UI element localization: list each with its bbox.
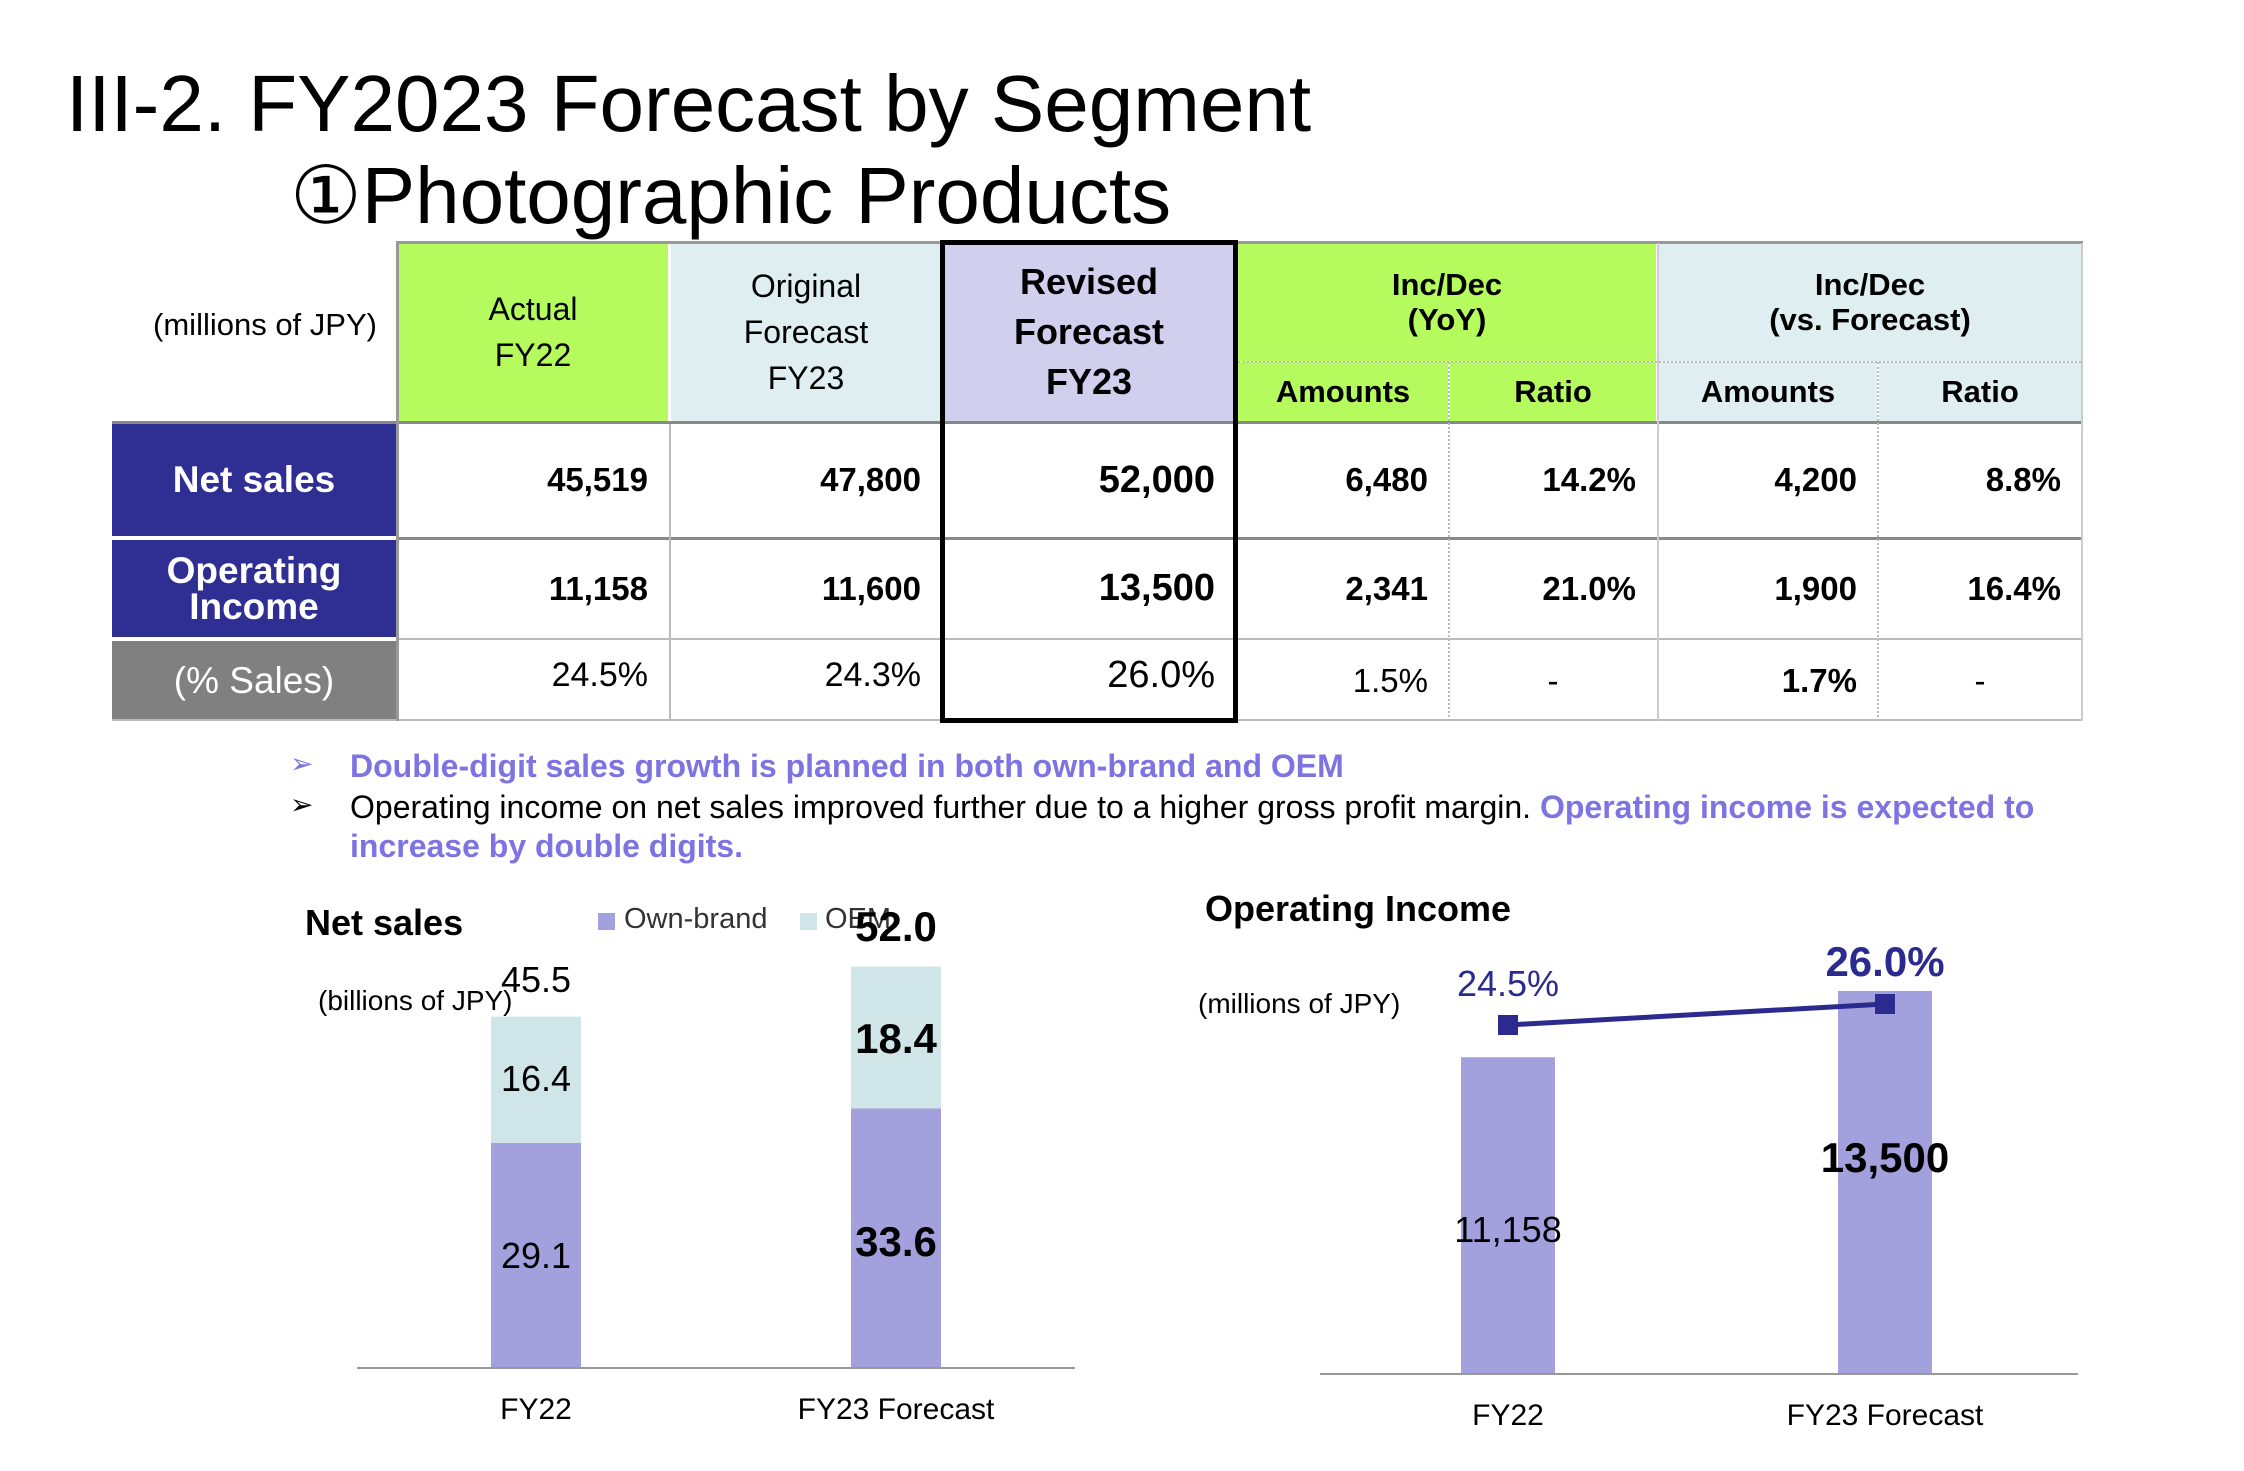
header-revised: Revised Forecast FY23 bbox=[943, 243, 1235, 421]
row-label-pct-sales: (% Sales) bbox=[112, 641, 396, 720]
cell-op-yoy-ratio: 21.0% bbox=[1542, 569, 1636, 607]
x-tick-net-sales-1: FY23 Forecast bbox=[797, 1393, 995, 1426]
cell-net-actual: 45,519 bbox=[547, 461, 648, 498]
cell-pct-revised: 26.0% bbox=[1107, 653, 1215, 696]
bar-operating-income-1 bbox=[1838, 990, 1932, 1373]
page-subtitle: ①Photographic Products bbox=[290, 151, 1172, 240]
bullet-2-line-1: Operating income on net sales improved f… bbox=[350, 787, 2034, 827]
header-yoy: Inc/Dec (YoY) bbox=[1238, 243, 1656, 361]
header-vs-forecast: Inc/Dec (vs. Forecast) bbox=[1659, 243, 2081, 361]
legend-oem-label: OEM bbox=[825, 903, 892, 935]
header-sub-border bbox=[1238, 361, 2081, 363]
net-sales-chart-unit: (billions of JPY) bbox=[318, 985, 513, 1016]
table-right-border bbox=[2081, 243, 2083, 721]
label-own-brand-0: 29.1 bbox=[500, 1234, 572, 1276]
table-vline-fc bbox=[1877, 362, 1879, 721]
cell-net-original: 47,800 bbox=[820, 461, 921, 498]
cell-pct-yoy-amount: 1.5% bbox=[1352, 661, 1428, 699]
x-tick-net-sales-0: FY22 bbox=[500, 1393, 572, 1426]
header-revised-line1: Revised bbox=[1019, 261, 1159, 302]
label-oem-1: 18.4 bbox=[855, 1015, 937, 1063]
bullet-2-plain: Operating income on net sales improved f… bbox=[350, 789, 1540, 825]
table-row1-border bbox=[396, 537, 2083, 540]
header-actual: Actual FY22 bbox=[398, 243, 668, 421]
legend-oem-swatch bbox=[800, 913, 817, 930]
legend-own-brand-label: Own-brand bbox=[624, 903, 768, 935]
bullet-2-line-2: increase by double digits. bbox=[350, 828, 743, 864]
header-fc-amounts: Amounts bbox=[1659, 362, 1877, 421]
pct-sales-label-1: 26.0% bbox=[1825, 938, 1945, 985]
revised-highlight-box bbox=[940, 240, 1238, 723]
label-oem-0: 16.4 bbox=[500, 1057, 572, 1099]
table-vline-yoy bbox=[1448, 362, 1450, 721]
cell-pct-fc-ratio: - bbox=[1974, 661, 1986, 699]
header-yoy-ratio: Ratio bbox=[1450, 362, 1656, 421]
pct-sales-line bbox=[1507, 1001, 1886, 1028]
cell-net-revised: 52,000 bbox=[1098, 458, 1215, 501]
cell-op-original: 11,600 bbox=[821, 569, 921, 607]
cell-op-actual: 11,158 bbox=[548, 569, 648, 607]
cell-op-revised: 13,500 bbox=[1098, 567, 1215, 609]
label-total-1: 52.0 bbox=[855, 902, 937, 950]
net-sales-chart-title: Net sales bbox=[305, 902, 464, 943]
pct-sales-marker-1 bbox=[1875, 994, 1895, 1014]
header-fc-ratio: Ratio bbox=[1879, 362, 2081, 421]
label-own-brand-1: 33.6 bbox=[855, 1217, 937, 1265]
x-tick-operating-income-0: FY22 bbox=[1472, 1399, 1544, 1432]
row-label-operating-line2: Income bbox=[189, 585, 319, 627]
table-top-border bbox=[396, 241, 2083, 244]
unit-label: (millions of JPY) bbox=[153, 307, 377, 342]
table-vline-1 bbox=[396, 243, 399, 721]
cell-op-fc-ratio: 16.4% bbox=[1967, 569, 2061, 607]
header-original-line1: Original bbox=[750, 268, 862, 304]
legend-own-brand-swatch bbox=[598, 913, 615, 930]
bullet-2-highlight-1: Operating income is expected to bbox=[1539, 789, 2035, 825]
table-vline-4 bbox=[1657, 243, 1659, 721]
header-yoy-line1: Inc/Dec bbox=[1391, 267, 1503, 302]
row-label-net-sales: Net sales bbox=[112, 424, 396, 536]
label-operating-income-1: 13,500 bbox=[1820, 1133, 1950, 1181]
cell-net-fc-ratio: 8.8% bbox=[1985, 461, 2061, 498]
cell-net-fc-amount: 4,200 bbox=[1774, 461, 1857, 498]
x-tick-operating-income-1: FY23 Forecast bbox=[1786, 1399, 1984, 1432]
cell-net-yoy-ratio: 14.2% bbox=[1542, 461, 1636, 498]
page-title: III-2. FY2023 Forecast by Segment bbox=[66, 59, 1312, 148]
header-yoy-line2: (YoY) bbox=[1407, 302, 1487, 337]
table-header-border bbox=[112, 421, 2083, 424]
header-original: Original Forecast FY23 bbox=[671, 243, 941, 421]
bullet-arrow-1-icon: ➢ bbox=[290, 748, 314, 779]
cell-net-yoy-amount: 6,480 bbox=[1345, 461, 1428, 498]
table-vline-2 bbox=[669, 424, 671, 721]
cell-pct-yoy-ratio: - bbox=[1547, 661, 1559, 699]
cell-pct-actual: 24.5% bbox=[551, 655, 648, 694]
pct-sales-label-0: 24.5% bbox=[1456, 963, 1560, 1004]
cell-pct-original: 24.3% bbox=[824, 655, 921, 694]
bullet-arrow-2-icon: ➢ bbox=[290, 789, 314, 820]
cell-op-fc-amount: 1,900 bbox=[1774, 569, 1857, 607]
header-original-line2: Forecast bbox=[743, 314, 869, 350]
header-yoy-amounts: Amounts bbox=[1238, 362, 1448, 421]
operating-income-chart-unit: (millions of JPY) bbox=[1198, 988, 1401, 1019]
header-vs-forecast-line1: Inc/Dec bbox=[1814, 267, 1926, 302]
cell-op-yoy-amount: 2,341 bbox=[1345, 569, 1428, 607]
bullet-1: Double-digit sales growth is planned in … bbox=[350, 748, 1344, 784]
operating-income-chart-title: Operating Income bbox=[1205, 888, 1512, 929]
cell-pct-fc-amount: 1.7% bbox=[1781, 661, 1857, 699]
header-revised-line2: Forecast bbox=[1013, 311, 1165, 352]
row-label-operating-income: Operating Income bbox=[112, 540, 396, 637]
header-original-line3: FY23 bbox=[767, 360, 845, 396]
header-revised-line3: FY23 bbox=[1045, 361, 1133, 402]
table-row2-border bbox=[396, 638, 2083, 640]
label-operating-income-0: 11,158 bbox=[1454, 1209, 1562, 1251]
header-vs-forecast-line2: (vs. Forecast) bbox=[1769, 302, 1971, 337]
pct-sales-marker-0 bbox=[1498, 1015, 1518, 1035]
header-actual-line2: FY22 bbox=[494, 337, 572, 373]
row-label-operating-line1: Operating bbox=[166, 549, 342, 591]
label-total-0: 45.5 bbox=[500, 958, 572, 1000]
header-actual-line1: Actual bbox=[488, 291, 578, 327]
